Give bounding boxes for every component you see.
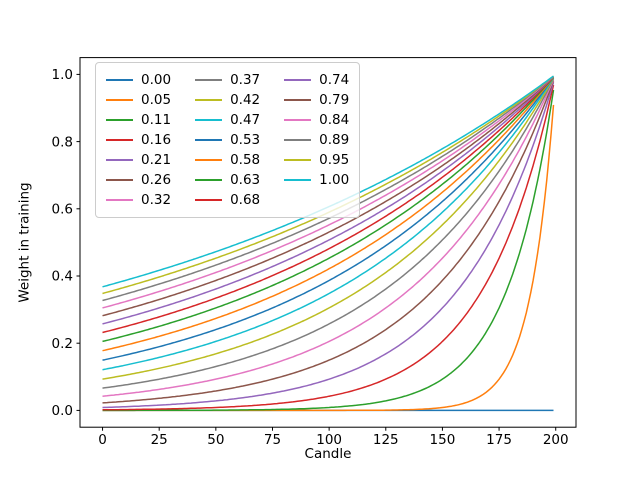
legend-label: 0.63 xyxy=(230,172,261,188)
x-axis-label: Candle xyxy=(304,446,352,462)
legend-label: 0.89 xyxy=(319,132,350,148)
y-axis-label: Weight in training xyxy=(16,182,33,303)
legend-label: 0.53 xyxy=(230,132,261,148)
series-line-0.21 xyxy=(102,82,555,409)
legend: 0.00 0.05 0.11 0.16 0.21 0.26 0.32 0.37 0.42 0.47… xyxy=(95,62,361,218)
x-tick-label: 0 xyxy=(98,432,107,448)
series-line-0.79 xyxy=(102,75,555,317)
x-tick-label: 50 xyxy=(207,432,224,448)
series-line-0.11 xyxy=(102,89,555,412)
series-line-0.58 xyxy=(102,76,555,352)
series-line-0.74 xyxy=(102,76,555,325)
legend-label: 0.42 xyxy=(230,92,261,108)
legend-line-sample xyxy=(106,139,133,141)
legend-line-sample xyxy=(195,99,223,101)
legend-label: 0.11 xyxy=(141,112,172,128)
legend-line-sample xyxy=(284,179,312,181)
series-line-0.16 xyxy=(102,84,555,411)
legend-label: 0.47 xyxy=(230,112,261,128)
series-line-0.42 xyxy=(102,78,555,380)
y-tick-label: 1.0 xyxy=(52,67,73,83)
legend-entry: 0.53 xyxy=(195,130,260,150)
y-tick-label: 0.6 xyxy=(52,202,73,218)
x-tick-label: 25 xyxy=(151,432,168,448)
legend-label: 0.84 xyxy=(319,112,350,128)
x-tick-label: 200 xyxy=(543,432,569,448)
legend-entry: 0.00 xyxy=(106,70,171,90)
legend-label: 0.58 xyxy=(230,152,261,168)
legend-line-sample xyxy=(195,199,223,201)
series-line-0.26 xyxy=(102,80,555,404)
legend-line-sample xyxy=(195,139,223,141)
legend-entry: 1.00 xyxy=(284,170,349,190)
legend-entry: 0.63 xyxy=(195,170,260,190)
x-tick-label: 75 xyxy=(264,432,281,448)
legend-label: 1.00 xyxy=(319,172,350,188)
legend-line-sample xyxy=(106,99,133,101)
legend-label: 0.05 xyxy=(141,92,172,108)
legend-entry: 0.32 xyxy=(106,190,171,210)
legend-line-sample xyxy=(195,79,223,81)
legend-line-sample xyxy=(284,159,312,161)
legend-entry: 0.84 xyxy=(284,110,349,130)
legend-entry: 0.95 xyxy=(284,150,349,170)
x-tick-label: 125 xyxy=(373,432,399,448)
legend-entry: 0.58 xyxy=(195,150,260,170)
legend-label: 0.21 xyxy=(141,152,172,168)
legend-label: 0.95 xyxy=(319,152,350,168)
legend-line-sample xyxy=(195,159,223,161)
legend-label: 0.79 xyxy=(319,92,350,108)
series-line-0.63 xyxy=(102,76,555,343)
legend-line-sample xyxy=(106,179,133,181)
series-line-0.32 xyxy=(102,79,555,397)
legend-entry: 0.47 xyxy=(195,110,260,130)
legend-label: 0.74 xyxy=(319,72,350,88)
legend-entry: 0.37 xyxy=(195,70,260,90)
x-tick-label: 150 xyxy=(430,432,456,448)
legend-line-sample xyxy=(195,179,223,181)
legend-entry: 0.74 xyxy=(284,70,349,90)
y-tick-label: 0.2 xyxy=(52,336,73,352)
y-tick-label: 0.4 xyxy=(52,269,73,285)
legend-label: 0.16 xyxy=(141,132,172,148)
legend-entry: 0.21 xyxy=(106,150,171,170)
legend-line-sample xyxy=(106,119,133,121)
series-line-0.68 xyxy=(102,76,555,334)
legend-line-sample xyxy=(195,119,223,121)
legend-label: 0.00 xyxy=(141,72,172,88)
legend-line-sample xyxy=(106,199,133,201)
y-tick-label: 0.0 xyxy=(52,403,73,419)
legend-entry: 0.11 xyxy=(106,110,171,130)
axes-border xyxy=(79,57,577,428)
series-line-0.53 xyxy=(102,77,555,361)
series-line-0.47 xyxy=(102,77,555,371)
x-tick-label: 100 xyxy=(316,432,342,448)
legend-line-sample xyxy=(284,139,312,141)
series-line-0.84 xyxy=(102,75,554,309)
legend-label: 0.26 xyxy=(141,172,172,188)
legend-entry: 0.05 xyxy=(106,90,171,110)
legend-label: 0.32 xyxy=(141,192,172,208)
legend-line-sample xyxy=(284,79,312,81)
legend-entry: 0.16 xyxy=(106,130,171,150)
x-tick-label: 175 xyxy=(486,432,512,448)
legend-entry: 0.79 xyxy=(284,90,349,110)
legend-line-sample xyxy=(284,99,312,101)
legend-entry: 0.68 xyxy=(195,190,260,210)
series-line-0.37 xyxy=(102,78,555,389)
legend-label: 0.37 xyxy=(230,72,261,88)
legend-line-sample xyxy=(106,159,133,161)
legend-entry: 0.89 xyxy=(284,130,349,150)
legend-line-sample xyxy=(284,119,312,121)
legend-entry: 0.26 xyxy=(106,170,171,190)
series-line-0.89 xyxy=(102,75,554,302)
legend-label: 0.68 xyxy=(230,192,261,208)
y-tick-label: 0.8 xyxy=(52,134,73,150)
legend-entry: 0.42 xyxy=(195,90,260,110)
legend-line-sample xyxy=(106,79,133,81)
